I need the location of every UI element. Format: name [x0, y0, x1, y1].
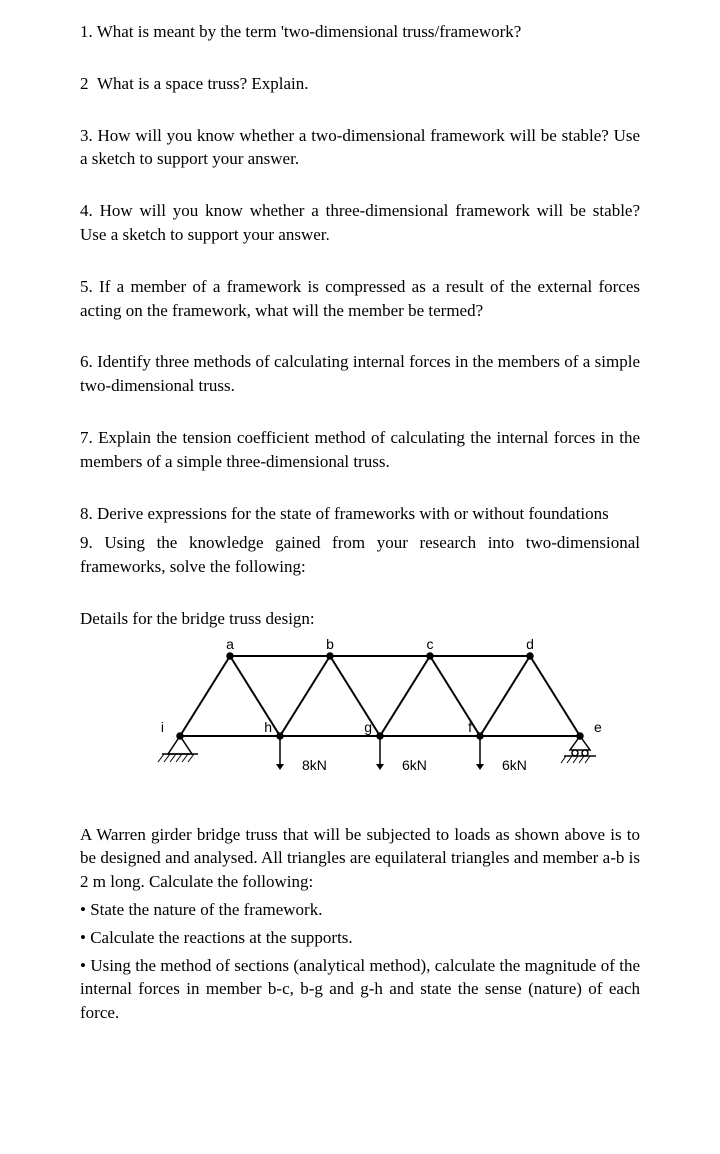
svg-text:f: f — [468, 719, 472, 735]
svg-text:6kN: 6kN — [402, 757, 427, 773]
bullet-text: Using the method of sections (analytical… — [80, 956, 640, 1023]
svg-text:h: h — [264, 719, 272, 735]
bullet-dot: • — [80, 956, 86, 975]
q-text: How will you know whether a three-dimens… — [80, 201, 640, 244]
q-num: 8. — [80, 504, 93, 523]
details-title: Details for the bridge truss design: — [80, 607, 640, 631]
q-num: 7. — [80, 428, 93, 447]
q-text: Using the knowledge gained from your res… — [80, 533, 640, 576]
bullet-dot: • — [80, 928, 86, 947]
truss-diagram: a b c d i h 8kN g 6kN f 6kN e — [110, 636, 610, 793]
bullet-3: • Using the method of sections (analytic… — [80, 954, 640, 1025]
q-num: 2 — [80, 74, 89, 93]
svg-text:c: c — [427, 636, 434, 652]
question-3: 3. How will you know whether a two-dimen… — [80, 124, 640, 172]
question-6: 6. Identify three methods of calculating… — [80, 350, 640, 398]
bullet-2: • Calculate the reactions at the support… — [80, 926, 640, 950]
question-2: 2 What is a space truss? Explain. — [80, 72, 640, 96]
svg-text:6kN: 6kN — [502, 757, 527, 773]
bullet-text: State the nature of the framework. — [90, 900, 322, 919]
q-text: If a member of a framework is compressed… — [80, 277, 640, 320]
svg-text:g: g — [364, 719, 372, 735]
question-9: 9. Using the knowledge gained from your … — [80, 531, 640, 579]
q-num: 1. — [80, 22, 93, 41]
q-text: Derive expressions for the state of fram… — [97, 504, 609, 523]
q-text: How will you know whether a two-dimensio… — [80, 126, 640, 169]
svg-text:b: b — [326, 636, 334, 652]
question-1: 1. What is meant by the term 'two-dimens… — [80, 20, 640, 44]
svg-text:a: a — [226, 636, 234, 652]
q-num: 6. — [80, 352, 93, 371]
q-num: 5. — [80, 277, 93, 296]
q-text: What is meant by the term 'two-dimension… — [97, 22, 522, 41]
q-num: 4. — [80, 201, 93, 220]
question-4: 4. How will you know whether a three-dim… — [80, 199, 640, 247]
q-text: Identify three methods of calculating in… — [80, 352, 640, 395]
question-7: 7. Explain the tension coefficient metho… — [80, 426, 640, 474]
truss-svg: a b c d i h 8kN g 6kN f 6kN e — [110, 636, 610, 786]
svg-text:8kN: 8kN — [302, 757, 327, 773]
svg-text:d: d — [526, 636, 534, 652]
svg-text:i: i — [161, 719, 164, 735]
q-text: What is a space truss? Explain. — [97, 74, 309, 93]
bullet-text: Calculate the reactions at the supports. — [90, 928, 352, 947]
q-text: Explain the tension coefficient method o… — [80, 428, 640, 471]
bullet-1: • State the nature of the framework. — [80, 898, 640, 922]
q-num: 3. — [80, 126, 93, 145]
question-8: 8. Derive expressions for the state of f… — [80, 502, 640, 526]
problem-paragraph: A Warren girder bridge truss that will b… — [80, 823, 640, 894]
bullet-dot: • — [80, 900, 86, 919]
q-num: 9. — [80, 533, 93, 552]
svg-text:e: e — [594, 719, 602, 735]
question-5: 5. If a member of a framework is compres… — [80, 275, 640, 323]
